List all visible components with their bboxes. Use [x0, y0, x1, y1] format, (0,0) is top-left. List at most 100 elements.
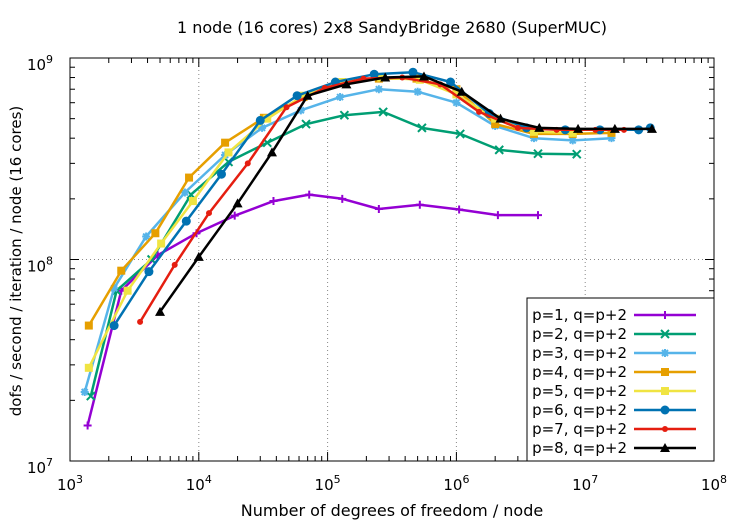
y-tick-label: 109: [27, 53, 53, 74]
data-point: [413, 87, 422, 96]
data-point: [529, 127, 538, 136]
data-point: [661, 349, 669, 357]
data-point: [292, 91, 302, 101]
data-point: [193, 251, 204, 261]
data-point: [493, 211, 502, 220]
data-point: [283, 104, 290, 111]
data-point: [151, 229, 160, 238]
x-tick-label: 103: [57, 473, 83, 494]
data-point: [157, 239, 166, 248]
data-point: [109, 321, 119, 331]
y-tick-label: 108: [27, 255, 53, 276]
legend: p=1, q=p+2p=2, q=p+2p=3, q=p+2p=4, q=p+2…: [526, 297, 715, 462]
data-point: [341, 79, 352, 89]
legend-label: p=5, q=p+2: [532, 382, 627, 400]
data-point: [142, 232, 151, 241]
data-point: [117, 266, 126, 275]
data-series: [80, 67, 657, 430]
data-point: [646, 123, 657, 133]
data-point: [609, 123, 620, 133]
data-point: [455, 129, 465, 139]
data-point: [296, 106, 305, 115]
data-point: [494, 145, 504, 155]
y-tick-label: 107: [27, 456, 53, 477]
legend-label: p=4, q=p+2: [532, 363, 627, 381]
data-point: [137, 318, 144, 325]
x-axis-label: Number of degrees of freedom / node: [241, 501, 543, 520]
data-point: [338, 78, 347, 87]
data-point: [188, 197, 197, 206]
data-point: [417, 123, 427, 133]
data-point: [408, 67, 418, 77]
data-point: [661, 387, 669, 395]
data-point: [529, 134, 538, 143]
data-point: [369, 69, 379, 79]
legend-label: p=7, q=p+2: [532, 420, 627, 438]
data-point: [533, 148, 543, 159]
y-axis-label: dofs / second / iteration / node (16 cor…: [7, 106, 25, 417]
data-point: [302, 90, 313, 100]
data-point: [216, 169, 226, 179]
x-tick-label: 104: [186, 473, 212, 494]
data-point: [495, 113, 506, 123]
legend-label: p=8, q=p+2: [532, 439, 627, 457]
data-point: [533, 211, 542, 220]
data-point: [80, 388, 89, 397]
legend-label: p=2, q=p+2: [532, 325, 627, 343]
series-8: [155, 71, 657, 316]
data-point: [221, 138, 230, 147]
data-point: [660, 329, 670, 339]
grid-lines: [70, 58, 714, 461]
data-point: [339, 110, 350, 120]
data-point: [185, 173, 194, 182]
chart-title: 1 node (16 cores) 2x8 SandyBridge 2680 (…: [177, 18, 607, 37]
x-tick-label: 106: [443, 473, 469, 494]
data-point: [514, 124, 521, 131]
data-point: [171, 261, 178, 268]
data-point: [336, 93, 345, 102]
data-point: [418, 71, 429, 81]
data-point: [607, 128, 616, 137]
data-point: [660, 443, 670, 452]
data-point: [230, 211, 239, 220]
data-point: [205, 210, 212, 217]
x-tick-label: 105: [315, 473, 341, 494]
data-point: [180, 188, 189, 197]
data-point: [476, 108, 483, 115]
data-point: [84, 363, 93, 372]
data-point: [224, 148, 233, 157]
data-point: [568, 136, 577, 145]
data-point: [374, 205, 383, 214]
data-point: [299, 91, 308, 100]
data-point: [84, 321, 93, 330]
data-point: [378, 107, 388, 117]
data-point: [662, 426, 668, 432]
data-point: [661, 368, 669, 376]
data-point: [455, 205, 464, 214]
data-point: [83, 421, 92, 430]
legend-box: [526, 297, 715, 462]
data-point: [338, 194, 347, 203]
x-tick-label: 107: [572, 473, 598, 494]
data-point: [181, 216, 191, 226]
data-point: [534, 122, 545, 132]
data-point: [573, 123, 584, 133]
data-point: [110, 284, 119, 293]
data-point: [456, 86, 467, 96]
series-1: [83, 190, 542, 430]
data-point: [452, 98, 461, 107]
legend-label: p=3, q=p+2: [532, 344, 627, 362]
series-line: [158, 75, 652, 313]
series-3: [80, 85, 616, 397]
data-point: [374, 85, 383, 94]
data-point: [263, 114, 272, 123]
data-point: [123, 286, 132, 295]
data-point: [660, 405, 670, 415]
data-point: [244, 160, 251, 167]
data-point: [144, 267, 154, 277]
data-point: [269, 197, 278, 206]
data-point: [301, 119, 311, 129]
data-point: [415, 200, 424, 209]
data-point: [607, 134, 616, 143]
